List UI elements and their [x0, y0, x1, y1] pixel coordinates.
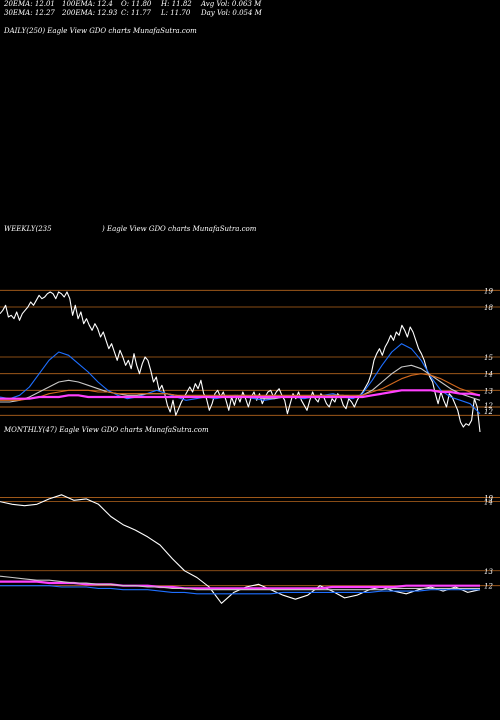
weekly-panel-label-right: ) Eagle View GDO charts MunafaSutra.com [102, 225, 257, 233]
avg_pink-series-line [0, 580, 480, 590]
ema_long-series-line [0, 373, 481, 401]
y-tick-label: 12 [484, 402, 493, 410]
y-tick-label: 13 [484, 568, 493, 576]
y-tick-label: 18 [484, 304, 493, 312]
ema100-label: 100EMA: 12.4 [62, 0, 113, 8]
close-label: C: 11.77 [121, 9, 151, 17]
price-series-line [0, 291, 481, 433]
y-tick-label: 19 [484, 495, 493, 503]
y-tick-label: 13 [484, 387, 493, 395]
open-label: O: 11.80 [121, 0, 152, 8]
y-tick-label: 15 [484, 354, 493, 362]
volume-stats: Avg Vol: 0.063 M Day Vol: 0.054 M [201, 0, 262, 18]
avg_pink-series-line [0, 389, 481, 400]
ema-stats-col1: 20EMA: 12.01 30EMA: 12.27 [4, 0, 55, 18]
day-vol-label: Day Vol: 0.054 M [201, 9, 262, 17]
ema_fast-series-line [0, 585, 480, 595]
ema-stats-col2: 100EMA: 12.4 200EMA: 12.93 [62, 0, 117, 18]
daily-panel-label: DAILY(250) Eagle View GDO charts MunafaS… [4, 27, 197, 35]
ema30-label: 30EMA: 12.27 [4, 9, 55, 17]
ohlc-stats-col2: H: 11.82 L: 11.70 [161, 0, 192, 18]
ema_fast-series-line [0, 343, 481, 415]
high-label: H: 11.82 [161, 0, 192, 8]
monthly-panel-label: MONTHLY(47) Eagle View GDO charts Munafa… [4, 426, 209, 434]
y-tick-label: 12 [484, 408, 493, 416]
low-label: L: 11.70 [161, 9, 191, 17]
y-tick-label: 14 [484, 371, 493, 379]
weekly-panel-label: WEEKLY(235 [4, 225, 52, 233]
ema_slow-series-line [0, 575, 480, 591]
ohlc-stats-col1: O: 11.80 C: 11.77 [121, 0, 151, 18]
ema200-label: 200EMA: 12.93 [62, 9, 118, 17]
y-tick-label: 14 [484, 499, 493, 507]
ema20-label: 20EMA: 12.01 [4, 0, 55, 8]
y-tick-label: 19 [484, 287, 493, 295]
avg-vol-label: Avg Vol: 0.063 M [201, 0, 262, 8]
y-tick-label: 12 [484, 583, 493, 591]
